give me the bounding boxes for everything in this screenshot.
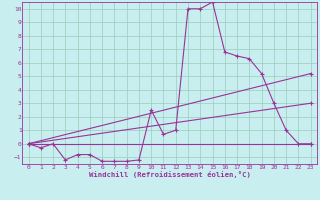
X-axis label: Windchill (Refroidissement éolien,°C): Windchill (Refroidissement éolien,°C) xyxy=(89,171,251,178)
